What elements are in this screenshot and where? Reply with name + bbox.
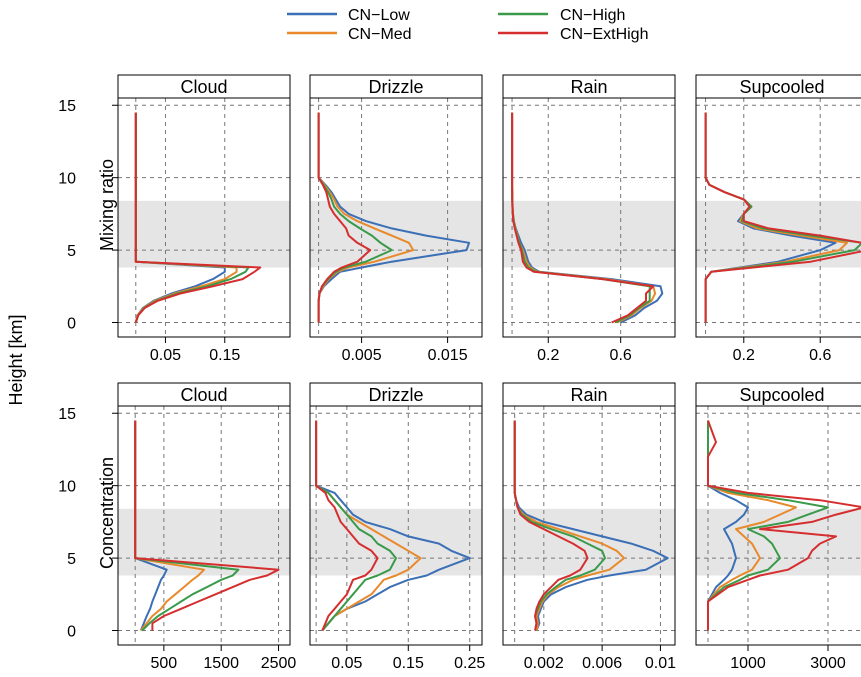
panel-concentration-supcooled-shaded-band (696, 508, 861, 576)
panel-mixing-ratio-cloud-xtick-label: 0.05 (150, 347, 181, 364)
panel-mixing-ratio-cloud-ytick-label: 10 (58, 171, 76, 188)
legend-label-cn-low: CN−Low (348, 7, 410, 24)
panel-concentration-cloud-frame (117, 405, 291, 646)
column-title-drizzle-row2: Drizzle (368, 385, 423, 405)
panel-mixing-ratio-cloud-ytick-label: 15 (58, 98, 76, 115)
legend-label-cn-high: CN−High (560, 7, 625, 24)
panel-concentration-supcooled: Supcooled 1000 3000 (695, 382, 861, 672)
row-label-mixing-ratio: Mixing ratio (97, 159, 117, 251)
panel-concentration-cloud-ytick-label: 15 (58, 406, 76, 423)
panel-concentration-cloud: Cloud 500 1500 2500 0 5 10 15 (58, 382, 297, 672)
panel-mixing-ratio-cloud-ytick-label: 5 (67, 243, 76, 260)
panel-mixing-ratio-supcooled-xtick-label: 0.2 (733, 347, 755, 364)
panel-concentration-supcooled-xtick-label: 1000 (730, 655, 766, 672)
panel-concentration-cloud-xtick-label: 1500 (203, 655, 239, 672)
panel-concentration-drizzle-shaded-band (310, 508, 482, 576)
panel-concentration-supcooled-series-cn-exthigh (707, 420, 861, 631)
row-label-concentration: Concentration (97, 457, 117, 569)
panel-mixing-ratio-rain-series-cn-exthigh (511, 112, 655, 324)
panel-mixing-ratio-supcooled-xtick-label: 0.6 (809, 347, 831, 364)
panel-mixing-ratio-supcooled: Supcooled 0.2 0.6 (695, 74, 861, 364)
panel-mixing-ratio-cloud-ytick-label: 0 (67, 316, 76, 333)
panel-concentration-cloud-xtick-label: 500 (151, 655, 178, 672)
column-title-rain-row2: Rain (570, 385, 607, 405)
panel-mixing-ratio-rain-xtick-label: 0.2 (537, 347, 559, 364)
column-title-supcooled-row2: Supcooled (739, 385, 824, 405)
column-title-supcooled: Supcooled (739, 77, 824, 97)
legend-label-cn-exthigh: CN−ExtHigh (560, 26, 648, 43)
panel-concentration-drizzle-series-cn-exthigh (315, 420, 379, 631)
panel-mixing-ratio-drizzle-frame (309, 97, 483, 338)
panel-concentration-drizzle-xtick-label: 0.15 (393, 655, 424, 672)
panel-mixing-ratio-drizzle-xtick-label: 0.015 (428, 347, 468, 364)
panel-mixing-ratio-supcooled-series-cn-exthigh (704, 112, 861, 323)
panel-mixing-ratio-drizzle-shaded-band (310, 200, 482, 268)
panel-concentration-drizzle: Drizzle 0.05 0.15 0.25 (309, 382, 485, 672)
panel-concentration-cloud-series-cn-exthigh (134, 420, 280, 631)
panel-concentration-drizzle-xtick-label: 0.05 (331, 655, 362, 672)
panel-mixing-ratio-cloud: Cloud 0.05 0.15 0 5 10 15 (58, 74, 291, 364)
panel-mixing-ratio-cloud-series-cn-exthigh (134, 112, 262, 323)
column-title-rain: Rain (570, 77, 607, 97)
panel-concentration-rain-frame (502, 405, 676, 646)
column-title-cloud: Cloud (180, 77, 227, 97)
panel-mixing-ratio-supcooled-frame (695, 97, 861, 338)
panel-concentration-rain-xtick-label: 0.01 (645, 655, 676, 672)
y-axis-label: Height [km] (6, 314, 26, 405)
panel-mixing-ratio-cloud-xtick-label: 0.15 (209, 347, 240, 364)
panel-mixing-ratio-drizzle-xtick-label: 0.005 (342, 347, 382, 364)
panel-mixing-ratio-drizzle-series-cn-exthigh (317, 112, 372, 323)
panel-concentration-rain-series-cn-exthigh (513, 420, 589, 631)
column-title-drizzle: Drizzle (368, 77, 423, 97)
panel-concentration-rain: Rain 0.002 0.006 0.01 (502, 382, 676, 672)
panel-concentration-drizzle-frame (309, 405, 483, 646)
panel-mixing-ratio-rain-shaded-band (503, 200, 675, 268)
panel-mixing-ratio-rain: Rain 0.2 0.6 (502, 74, 676, 364)
panel-concentration-cloud-xtick-label: 2500 (261, 655, 297, 672)
column-title-cloud-row2: Cloud (180, 385, 227, 405)
panel-mixing-ratio-cloud-frame (117, 97, 291, 338)
panel-mixing-ratio-rain-frame (502, 97, 676, 338)
panel-mixing-ratio-drizzle: Drizzle 0.005 0.015 (309, 74, 483, 364)
panel-concentration-cloud-ytick-label: 5 (67, 551, 76, 568)
panel-concentration-rain-xtick-label: 0.002 (524, 655, 564, 672)
panel-concentration-cloud-ytick-label: 0 (67, 624, 76, 641)
legend-label-cn-med: CN−Med (348, 26, 412, 43)
panel-concentration-supcooled-frame (695, 405, 861, 646)
panel-concentration-supcooled-xtick-label: 3000 (810, 655, 846, 672)
panel-mixing-ratio-rain-xtick-label: 0.6 (610, 347, 632, 364)
panel-concentration-cloud-ytick-label: 10 (58, 479, 76, 496)
panel-concentration-drizzle-xtick-label: 0.25 (454, 655, 485, 672)
legend: CN−Low CN−Med CN−High CN−ExtHigh (287, 7, 648, 43)
panel-mixing-ratio-cloud-shaded-band (118, 200, 290, 268)
panel-concentration-rain-xtick-label: 0.006 (582, 655, 622, 672)
